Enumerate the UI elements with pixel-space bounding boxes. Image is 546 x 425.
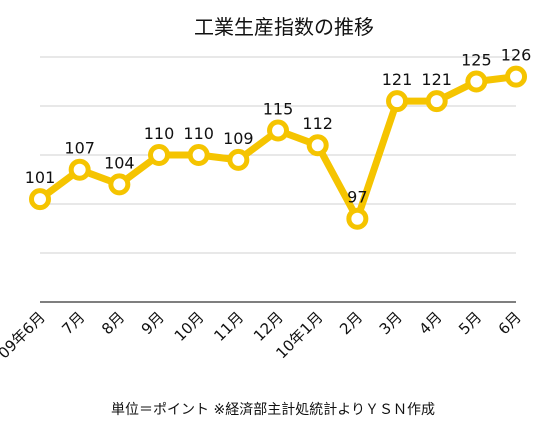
data-label: 121 xyxy=(382,70,413,89)
data-label: 126 xyxy=(501,46,532,65)
x-tick-label: 5月 xyxy=(455,308,485,338)
x-tick-label: 11月 xyxy=(210,308,247,345)
data-label: 110 xyxy=(183,124,214,143)
data-point xyxy=(29,188,51,211)
x-tick-label: 10月 xyxy=(171,308,208,345)
x-tick-label: 6月 xyxy=(495,308,525,338)
data-label: 110 xyxy=(144,124,175,143)
data-label: 121 xyxy=(421,70,452,89)
x-tick-label: 4月 xyxy=(415,308,445,338)
data-label: 115 xyxy=(263,100,294,119)
data-point xyxy=(386,90,409,113)
data-point xyxy=(227,148,250,171)
data-point xyxy=(68,158,91,181)
footnote: 単位＝ポイント ※経済部主計処統計よりＹＳＮ作成 xyxy=(111,402,435,418)
data-point xyxy=(187,144,210,166)
data-label: 125 xyxy=(461,51,492,70)
x-tick-label: 3月 xyxy=(376,308,406,338)
data-label: 112 xyxy=(302,114,333,133)
x-tick-label: 8月 xyxy=(98,308,128,338)
data-point xyxy=(306,134,329,157)
data-label: 109 xyxy=(223,129,254,148)
data-point xyxy=(465,70,488,93)
markers xyxy=(29,65,528,230)
chart-title: 工業生産指数の推移 xyxy=(194,15,374,39)
x-tick-label: 2月 xyxy=(336,308,366,338)
data-point xyxy=(148,144,171,166)
data-label: 107 xyxy=(64,139,95,158)
data-point xyxy=(108,173,131,196)
data-label: 97 xyxy=(347,188,367,207)
x-tick-label: 7月 xyxy=(58,308,88,338)
data-label: 104 xyxy=(104,153,135,172)
x-tick-label: 09年6月 xyxy=(0,308,49,362)
data-point xyxy=(505,65,528,88)
data-label: 101 xyxy=(25,168,56,187)
data-point xyxy=(425,90,448,113)
data-point xyxy=(267,119,290,142)
data-point xyxy=(346,207,369,230)
data-labels: 101 107 104 110 110 109 115 112 97 121 121 125 126 xyxy=(25,46,532,207)
x-tick-label: 9月 xyxy=(138,308,168,338)
